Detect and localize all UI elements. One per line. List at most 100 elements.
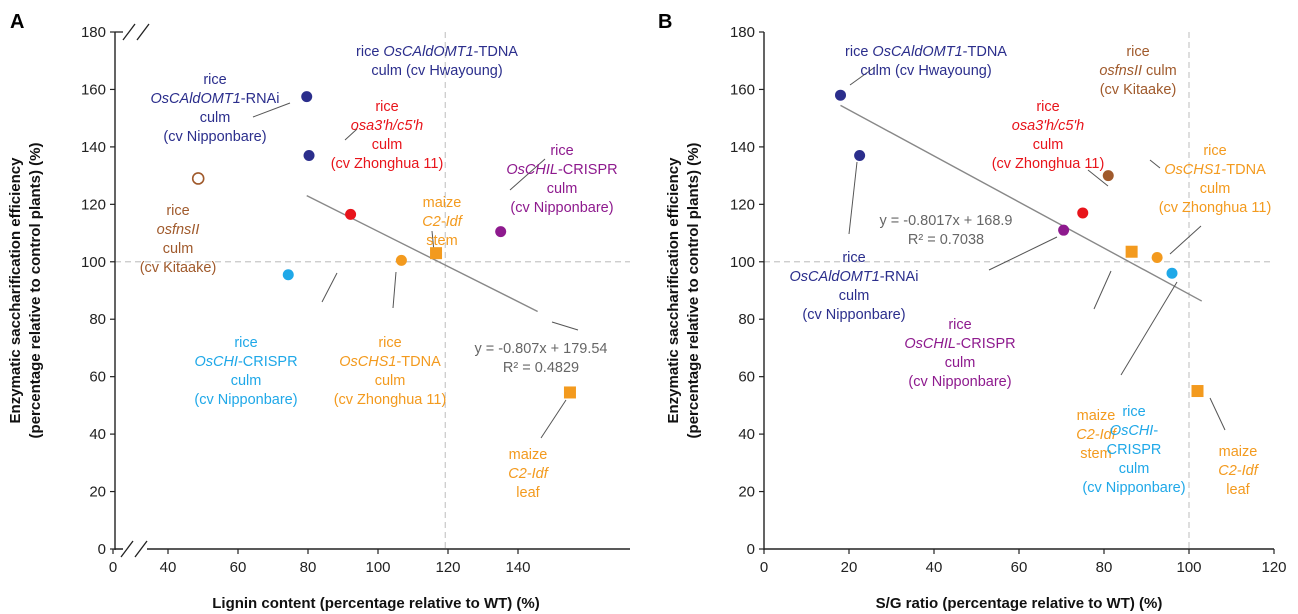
annotation-text: (cv Zhonghua 11) [992, 156, 1105, 172]
annotation-text: -TDNA [396, 354, 441, 370]
y-tick-label: 160 [730, 81, 755, 98]
annotation-text: OsCAldOMT1 [383, 44, 473, 60]
data-point-circle [395, 254, 407, 266]
annotation-text: rice [845, 44, 872, 60]
annotation-text: maize [1077, 408, 1116, 424]
annotation-text: (cv Nipponbare) [908, 374, 1011, 390]
leader-line [848, 161, 858, 235]
annotation-text: -TDNA [474, 44, 519, 60]
y-tick-label: 20 [89, 484, 106, 501]
annotation-text: CRISPR [1107, 442, 1162, 458]
annotation-text: culm [200, 110, 231, 126]
point-annotation: rice OsCAldOMT1-RNAi culm (cv Nipponbare) [151, 72, 280, 145]
annotation-text: - [1153, 423, 1158, 439]
leader-line [1169, 225, 1202, 255]
y-tick-label: 20 [738, 484, 755, 501]
annotation-text: culm [163, 241, 194, 257]
data-point-circle [835, 89, 846, 101]
annotation-text: -TDNA [1221, 162, 1266, 178]
x-tick-label: 20 [841, 559, 858, 576]
annotation-text: stem [426, 233, 457, 249]
y-tick-label: 120 [81, 196, 106, 213]
panel-b: B 0 20 40 60 80 100 120 140 160 180 0 20 40 60 80 100 120… [658, 11, 1287, 612]
point-annotation: rice OsCAldOMT1-TDNA culm (cv Hwayoung) [356, 44, 518, 79]
leader-line [1209, 397, 1226, 431]
x-tick-label: 120 [1261, 559, 1286, 576]
point-annotation: rice osa3'h/c5'h culm (cv Zhonghua 11) [992, 99, 1105, 172]
annotation-text: rice [948, 317, 971, 333]
annotation-text: (cv Zhonghua 11) [334, 392, 447, 408]
point-annotation: maize C2-Idf leaf [1218, 444, 1259, 498]
annotation-text: culm (cv Hwayoung) [371, 63, 502, 79]
annotation-text: osa3'h/c5'h [351, 118, 423, 134]
annotation-text: (cv Zhonghua 11) [1159, 200, 1272, 216]
x-tick-label: 40 [926, 559, 943, 576]
point-annotation: rice OsCHI-CRISPR culm (cv Nipponbare) [194, 335, 297, 408]
y-axis-label-line: (percentage relative to control plants) … [27, 143, 44, 439]
point-annotation: maize C2-Idf stem [422, 195, 463, 249]
annotation-text: rice [375, 99, 398, 115]
annotation-text: -CRISPR [956, 336, 1016, 352]
annotation-text: rice [1126, 44, 1149, 60]
annotation-text: rice [550, 143, 573, 159]
annotation-text: culm (cv Hwayoung) [860, 63, 991, 79]
y-tick-label: 180 [81, 24, 106, 41]
point-annotation: rice osa3'h/c5'h culm (cv Zhonghua 11) [331, 99, 444, 172]
axis-break-mark [122, 23, 136, 41]
annotation-text: culm [1119, 461, 1150, 477]
point-annotation: rice OsCHS1-TDNA culm (cv Zhonghua 11) [1159, 143, 1272, 216]
annotation-text: culm [372, 137, 403, 153]
x-tick-label: 80 [1096, 559, 1113, 576]
annotation-text: culm [945, 355, 976, 371]
axis-break-mark [120, 540, 134, 558]
y-tick-label: 0 [747, 541, 755, 558]
data-point-circle [303, 150, 315, 162]
point-annotation: rice osfnsII culm (cv Kitaake) [140, 203, 217, 276]
y-tick-label: 160 [81, 81, 106, 98]
y-tick-label: 0 [98, 541, 106, 558]
annotation-text: leaf [516, 485, 540, 501]
y-tick-label: 60 [738, 369, 755, 386]
leader-line [1120, 281, 1178, 376]
data-point-square [1125, 245, 1138, 258]
annotation-text: OsCHIL [904, 336, 956, 352]
annotation-text: -RNAi [880, 269, 919, 285]
annotation-text: culm [375, 373, 406, 389]
x-tick-label: 80 [300, 559, 317, 576]
annotation-text: stem [1080, 446, 1111, 462]
point-annotation: rice osfnsII culm (cv Kitaake) [1099, 44, 1176, 98]
leader-line [321, 272, 338, 303]
data-point-circle [1058, 224, 1070, 236]
data-point-circle [1151, 251, 1163, 263]
x-tick-label: 100 [365, 559, 390, 576]
annotation-text: culm [231, 373, 262, 389]
annotation-text: rice [356, 44, 383, 60]
y-tick-label: 180 [730, 24, 755, 41]
annotation-text: -RNAi [241, 91, 280, 107]
point-annotation: maize C2-Idf stem [1076, 408, 1117, 462]
y-tick-label: 140 [730, 139, 755, 156]
y-tick-label: 40 [738, 426, 755, 443]
point-annotation: rice OsCHI-CRISPR culm (cv Nipponbare) [1082, 404, 1185, 496]
y-tick-label: 80 [89, 311, 106, 328]
annotation-text: C2-Idf [1218, 463, 1259, 479]
annotation-text: rice [1122, 404, 1145, 420]
annotation-text: OsCAldOMT1 [790, 269, 880, 285]
annotation-text: leaf [1226, 482, 1250, 498]
annotation-text: osfnsII [157, 222, 200, 238]
annotation-text: rice [1203, 143, 1226, 159]
annotation-text: (cv Zhonghua 11) [331, 156, 444, 172]
annotation-text: culm [547, 181, 578, 197]
data-point-circle [1077, 207, 1089, 219]
annotation-text: rice [234, 335, 257, 351]
leader-line [849, 66, 876, 86]
annotation-text: osa3'h/c5'h [1012, 118, 1084, 134]
x-axis-label: S/G ratio (percentage relative to WT) (%… [876, 595, 1163, 612]
x-tick-label: 0 [109, 559, 117, 576]
annotation-text: -TDNA [963, 44, 1008, 60]
data-point-circle [1166, 267, 1178, 279]
annotation-text: maize [1219, 444, 1258, 460]
leader-line [551, 321, 579, 331]
annotation-text: C2-Idf [422, 214, 463, 230]
data-point-circle [1102, 170, 1114, 182]
